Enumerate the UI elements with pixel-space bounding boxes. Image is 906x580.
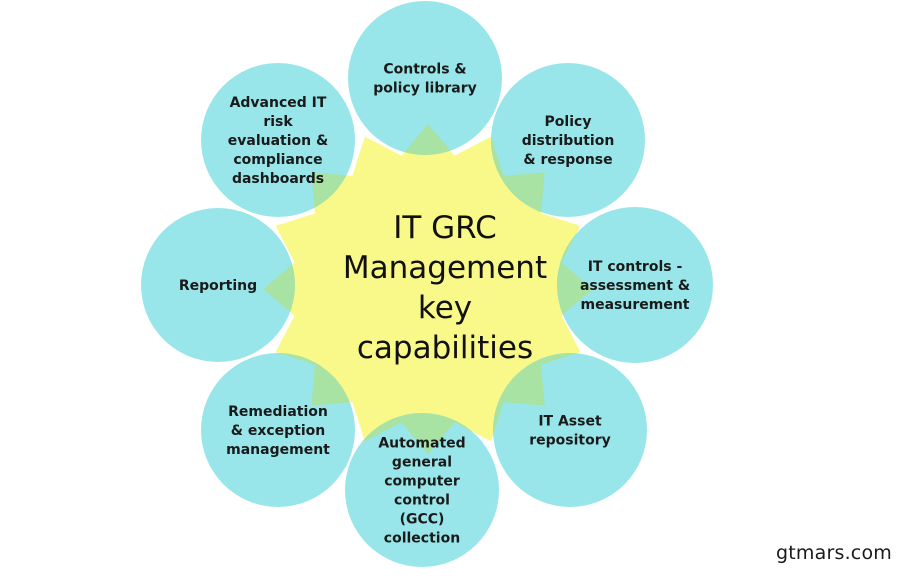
capability-label-reporting: Reporting — [179, 278, 257, 294]
capability-label-line: evaluation & — [228, 133, 328, 149]
capability-label-line: dashboards — [232, 171, 324, 187]
capability-label-line: policy library — [373, 81, 477, 97]
capability-label-policy-distribution-response: Policy distribution & response — [522, 114, 615, 168]
watermark-text: gtmars.com — [776, 542, 892, 564]
center-title-line: capabilities — [357, 330, 533, 366]
capability-label-line: risk — [263, 114, 293, 130]
capability-label-remediation-exception-management: Remediation & exception management — [226, 404, 330, 458]
center-title-line: IT GRC — [393, 210, 497, 246]
capability-label-line: Reporting — [179, 278, 257, 294]
capability-circle-reporting — [141, 208, 295, 362]
capability-label-line: collection — [384, 531, 460, 547]
capability-label-line: compliance — [233, 152, 322, 168]
capability-label-it-controls-assessment: IT controls - assessment & measurement — [580, 259, 690, 313]
capability-label-line: Automated — [378, 436, 465, 452]
capability-label-line: Advanced IT — [230, 95, 327, 111]
center-title-line: key — [418, 290, 472, 326]
capability-label-line: repository — [529, 433, 611, 449]
capability-label-line: measurement — [581, 297, 690, 313]
capability-label-line: control — [394, 493, 450, 509]
capability-label-line: Remediation — [228, 404, 328, 420]
capability-label-line: & exception — [231, 423, 326, 439]
capability-label-line: IT controls - — [588, 259, 683, 275]
capability-label-it-asset-repository: IT Asset repository — [529, 414, 611, 449]
capability-label-line: Controls & — [383, 62, 466, 78]
capability-label-line: computer — [384, 474, 460, 490]
capability-label-line: distribution — [522, 133, 615, 149]
capability-label-line: management — [226, 442, 330, 458]
capability-label-advanced-risk-evaluation: Advanced IT risk evaluation & compliance das… — [228, 95, 328, 187]
capability-circle-controls-policy-library — [348, 1, 502, 155]
capability-label-line: assessment & — [580, 278, 690, 294]
capability-label-controls-policy-library: Controls & policy library — [373, 62, 477, 97]
capability-circle-it-controls-assessment — [557, 207, 713, 363]
capability-label-line: general — [392, 455, 452, 471]
capability-circle-automated-gcc-collection — [345, 413, 499, 567]
center-title: IT GRC Management key capabilities — [343, 210, 547, 366]
capability-label-automated-gcc-collection: Automated general computer control (GCC) coll… — [378, 436, 465, 547]
center-starburst — [263, 124, 593, 454]
capability-label-line: & response — [523, 152, 612, 168]
capability-label-line: IT Asset — [538, 414, 602, 430]
capability-label-line: Policy — [545, 114, 592, 130]
center-title-line: Management — [343, 250, 547, 286]
capability-label-line: (GCC) — [400, 512, 445, 528]
